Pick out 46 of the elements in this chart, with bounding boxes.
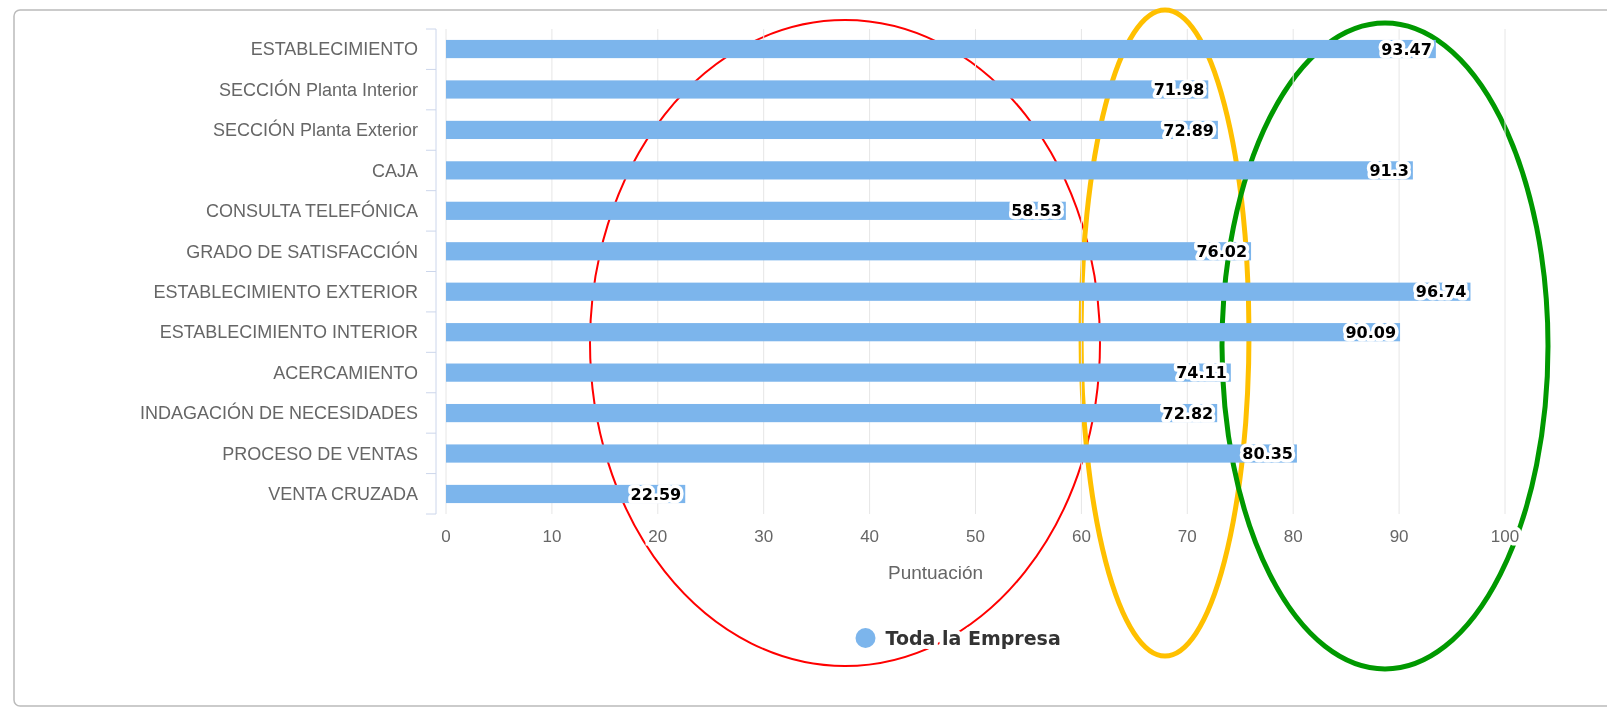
y-tick-label: VENTA CRUZADA: [268, 484, 418, 505]
x-tick-label: 40: [860, 527, 880, 546]
x-tick-label: 60: [1071, 527, 1091, 546]
data-label: 71.98: [1153, 80, 1205, 100]
bar: [446, 201, 1066, 220]
data-label: 96.74: [1415, 282, 1467, 302]
bar: [446, 120, 1218, 140]
bar: [446, 80, 1209, 99]
data-label: 76.02: [1196, 241, 1248, 261]
y-tick-label: ESTABLECIMIENTO: [250, 39, 418, 60]
bar: [446, 39, 1436, 59]
data-label: 74.11: [1176, 363, 1227, 383]
x-tick-label: 20: [648, 527, 668, 546]
bar: [446, 282, 1471, 301]
data-label: 91.3: [1369, 160, 1409, 180]
x-tick-label: 70: [1177, 527, 1197, 546]
y-tick-label: PROCESO DE VENTAS: [222, 443, 418, 464]
y-tick-label: CONSULTA TELEFÓNICA: [205, 200, 418, 222]
bar: [446, 403, 1218, 423]
data-label: 90.09: [1345, 322, 1397, 342]
y-tick-label: ACERCAMIENTO: [273, 362, 418, 383]
y-tick-label: SECCIÓN Planta Interior: [218, 78, 418, 100]
x-axis-title: Puntuación: [887, 562, 984, 583]
y-tick-label: ESTABLECIMIENTO INTERIOR: [159, 322, 418, 343]
x-tick-label: 0: [441, 527, 451, 546]
x-tick-label: 90: [1389, 527, 1409, 546]
y-tick-label: ESTABLECIMIENTO EXTERIOR: [153, 282, 418, 303]
data-label: 72.89: [1163, 120, 1214, 140]
x-tick-label: 80: [1283, 527, 1303, 546]
bar: [446, 161, 1413, 180]
x-tick-label: 30: [754, 527, 774, 546]
y-tick-label: GRADO DE SATISFACCIÓN: [186, 240, 418, 262]
data-label: 80.35: [1242, 444, 1293, 464]
bar: [446, 242, 1252, 261]
y-tick-label: CAJA: [371, 160, 418, 181]
data-label: 93.47: [1381, 39, 1432, 59]
bar: [446, 444, 1297, 463]
y-tick-label: SECCIÓN Planta Exterior: [212, 119, 418, 141]
bar: [446, 323, 1401, 342]
data-label: 22.59: [630, 484, 682, 504]
bar: [446, 363, 1231, 382]
x-tick-label: 10: [542, 527, 562, 546]
y-tick-label: INDAGACIÓN DE NECESIDADES: [139, 402, 418, 424]
x-tick-label: 50: [966, 527, 985, 546]
data-label: 72.82: [1162, 403, 1214, 423]
data-label: 58.53: [1011, 201, 1062, 221]
